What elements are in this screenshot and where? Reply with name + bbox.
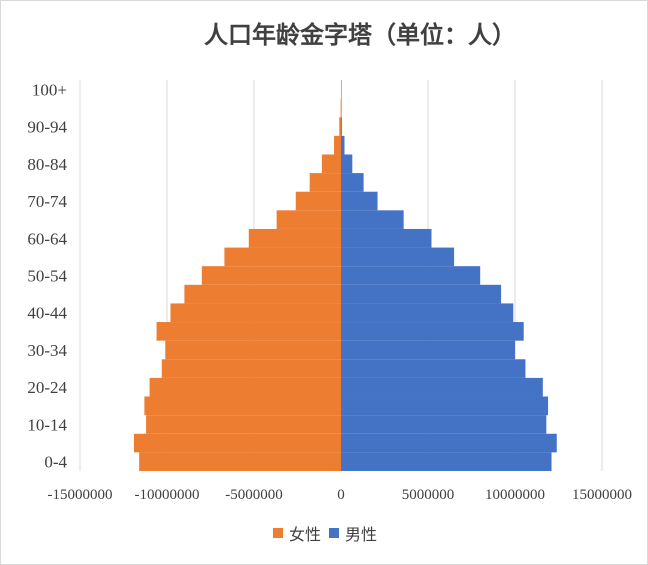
- bar-female-80-84: [321, 154, 341, 174]
- legend: 女性 男性: [1, 521, 648, 545]
- bar-male-5-9: [341, 433, 557, 453]
- bar-male-40-44: [341, 303, 514, 323]
- y-tick-label-100+: 100+: [32, 80, 67, 99]
- legend-label-female: 女性: [288, 525, 321, 544]
- bar-female-40-44: [170, 303, 341, 323]
- pyramid-chart: 0-4 10-14 20-24 30-34 40-44 50-54 60-64 70-74 80…: [27, 80, 633, 503]
- y-tick-label-40-44: 40-44: [27, 304, 67, 323]
- legend-item-female: 女性: [272, 521, 321, 545]
- bar-male-25-29: [341, 359, 526, 378]
- legend-swatch-female: [272, 528, 283, 538]
- bar-male-100+: [341, 80, 342, 99]
- bar-female-15-19: [144, 396, 341, 416]
- bars: [133, 80, 557, 471]
- x-tick-label-5: 10000000: [485, 487, 545, 503]
- bar-male-50-54: [341, 266, 481, 285]
- bar-female-50-54: [201, 266, 341, 285]
- legend-item-male: 男性: [329, 521, 377, 545]
- bar-male-95-99: [341, 98, 342, 118]
- y-tick-label-50-54: 50-54: [27, 267, 67, 286]
- bar-male-90-94: [341, 117, 342, 136]
- y-tick-label-60-64: 60-64: [27, 229, 67, 248]
- x-axis: -15000000 -10000000 -5000000 0 5000000 100000…: [48, 487, 633, 503]
- x-tick-label-2: -5000000: [225, 487, 283, 503]
- bar-female-95-99: [340, 98, 342, 118]
- bar-female-85-89: [334, 135, 341, 155]
- bar-female-70-74: [295, 191, 341, 211]
- bar-female-75-79: [309, 173, 341, 192]
- bar-male-85-89: [341, 135, 345, 155]
- bar-male-75-79: [341, 173, 364, 192]
- bar-female-45-49: [184, 284, 341, 304]
- bar-female-60-64: [248, 228, 341, 248]
- bar-male-30-34: [341, 340, 515, 360]
- x-tick-label-4: 5000000: [402, 487, 455, 503]
- x-tick-label-6: 15000000: [572, 487, 632, 503]
- bar-male-35-39: [341, 322, 524, 341]
- legend-label-male: 男性: [345, 525, 378, 544]
- bar-male-45-49: [341, 284, 502, 304]
- y-tick-label-30-34: 30-34: [27, 341, 67, 360]
- bar-male-10-14: [341, 415, 547, 434]
- x-tick-label-3: 0: [337, 487, 345, 503]
- bar-female-65-69: [276, 210, 341, 229]
- bar-female-35-39: [156, 322, 341, 341]
- bar-female-5-9: [133, 433, 341, 453]
- y-tick-label-20-24: 20-24: [27, 378, 67, 397]
- chart-title: 人口年龄金字塔（单位：人）: [204, 20, 516, 49]
- bar-female-25-29: [161, 359, 341, 378]
- y-axis: 0-4 10-14 20-24 30-34 40-44 50-54 60-64 70-74 80…: [27, 80, 67, 471]
- bar-male-70-74: [341, 191, 378, 211]
- bar-male-65-69: [341, 210, 404, 229]
- bar-male-55-59: [341, 247, 455, 267]
- legend-swatch-male: [329, 528, 339, 538]
- bar-female-90-94: [339, 117, 341, 136]
- bar-female-10-14: [146, 415, 341, 434]
- bar-male-0-4: [341, 452, 552, 471]
- y-tick-label-70-74: 70-74: [27, 192, 67, 211]
- x-tick-label-0: -15000000: [48, 487, 113, 503]
- y-tick-label-0-4: 0-4: [44, 453, 67, 472]
- bar-female-30-34: [165, 340, 341, 360]
- bar-female-0-4: [139, 452, 341, 471]
- bar-male-15-19: [341, 396, 549, 416]
- y-tick-label-10-14: 10-14: [27, 415, 67, 434]
- bar-male-60-64: [341, 228, 432, 248]
- y-tick-label-80-84: 80-84: [27, 155, 67, 174]
- bar-male-20-24: [341, 377, 543, 397]
- bar-male-80-84: [341, 154, 353, 174]
- bar-female-20-24: [149, 377, 341, 397]
- x-tick-label-1: -10000000: [135, 487, 200, 503]
- bar-female-55-59: [224, 247, 341, 267]
- y-tick-label-90-94: 90-94: [27, 118, 67, 137]
